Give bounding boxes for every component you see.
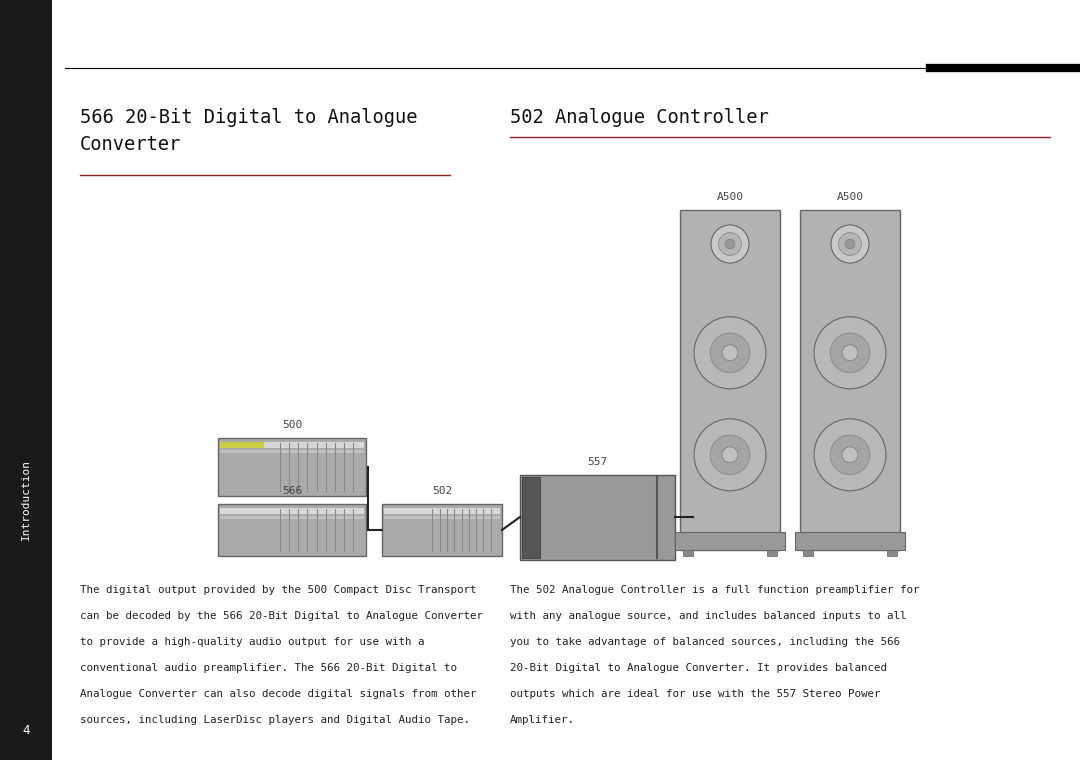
Bar [220,450,364,453]
Bar [220,516,364,519]
Ellipse shape [723,345,738,361]
Ellipse shape [842,447,858,463]
Ellipse shape [694,317,766,389]
Text: 566 20-Bit Digital to Analogue
Converter: 566 20-Bit Digital to Analogue Converter [80,108,418,154]
Ellipse shape [846,239,854,249]
Text: Introduction: Introduction [21,460,31,540]
Ellipse shape [694,419,766,491]
Text: A500: A500 [837,192,864,202]
Text: The 502 Analogue Controller is a full function preamplifier for: The 502 Analogue Controller is a full fu… [510,585,919,595]
Text: 20-Bit Digital to Analogue Converter. It provides balanced: 20-Bit Digital to Analogue Converter. It… [510,663,887,673]
Text: with any analogue source, and includes balanced inputs to all: with any analogue source, and includes b… [510,611,906,621]
Bar [522,477,540,558]
Bar [220,442,265,448]
Text: can be decoded by the 566 20-Bit Digital to Analogue Converter: can be decoded by the 566 20-Bit Digital… [80,611,483,621]
Bar [683,550,693,556]
Bar [680,210,780,550]
Text: to provide a high-quality audio output for use with a: to provide a high-quality audio output f… [80,637,424,647]
Text: 502: 502 [432,486,453,496]
Bar [218,438,366,496]
Bar [795,532,905,550]
Bar [382,504,502,556]
Text: conventional audio preamplifier. The 566 20-Bit Digital to: conventional audio preamplifier. The 566… [80,663,457,673]
Text: A500: A500 [716,192,743,202]
Ellipse shape [723,447,738,463]
Ellipse shape [726,239,734,249]
Ellipse shape [831,225,869,263]
Ellipse shape [711,435,750,474]
Bar [800,210,900,550]
Text: 502 Analogue Controller: 502 Analogue Controller [510,108,769,127]
Bar [0,0,52,760]
Bar [887,550,897,556]
Text: The digital output provided by the 500 Compact Disc Transport: The digital output provided by the 500 C… [80,585,476,595]
Ellipse shape [838,233,862,255]
Ellipse shape [842,345,858,361]
Ellipse shape [831,333,869,372]
Ellipse shape [831,435,869,474]
Text: sources, including LaserDisc players and Digital Audio Tape.: sources, including LaserDisc players and… [80,715,470,725]
Bar [804,550,813,556]
Ellipse shape [718,233,741,255]
Ellipse shape [711,225,750,263]
Ellipse shape [814,419,886,491]
Bar [384,508,500,514]
Ellipse shape [711,333,750,372]
Text: 566: 566 [282,486,302,496]
Bar [767,550,777,556]
Bar [220,442,364,448]
Bar [675,532,785,550]
Bar [218,504,366,556]
Ellipse shape [814,317,886,389]
Text: you to take advantage of balanced sources, including the 566: you to take advantage of balanced source… [510,637,900,647]
Bar [519,475,675,560]
Text: 4: 4 [23,724,30,736]
Text: 500: 500 [282,420,302,430]
Bar [220,508,364,514]
Text: Amplifier.: Amplifier. [510,715,575,725]
Bar [384,516,500,519]
Text: outputs which are ideal for use with the 557 Stereo Power: outputs which are ideal for use with the… [510,689,880,699]
Text: 557: 557 [588,457,608,467]
Text: Analogue Converter can also decode digital signals from other: Analogue Converter can also decode digit… [80,689,476,699]
